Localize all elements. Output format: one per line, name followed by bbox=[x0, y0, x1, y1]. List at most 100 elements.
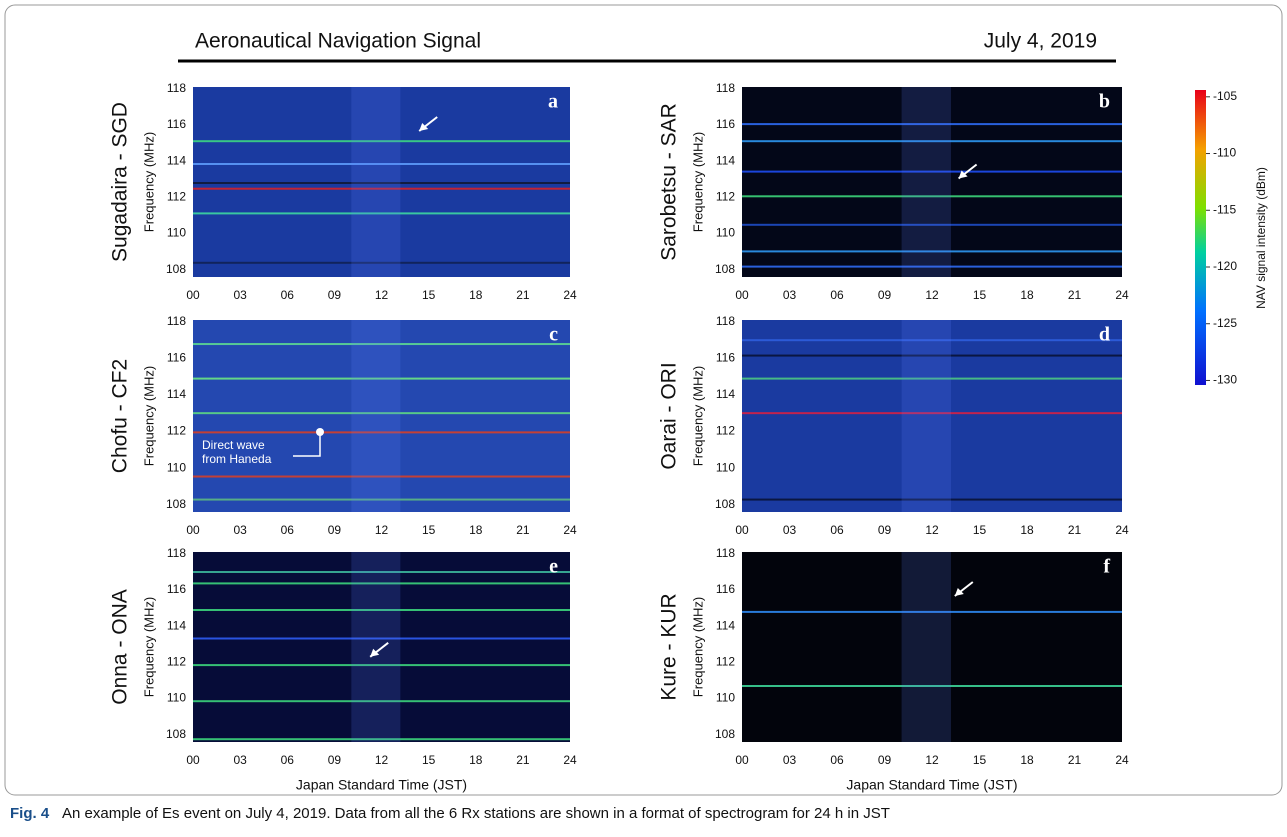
spectrogram-line bbox=[742, 377, 1122, 380]
x-tick-label: 15 bbox=[973, 288, 987, 302]
event-band bbox=[901, 320, 951, 512]
spectrogram-line bbox=[193, 498, 570, 501]
y-tick-label: 110 bbox=[716, 226, 735, 240]
frame bbox=[4, 4, 1283, 796]
annotation-leader bbox=[293, 432, 321, 457]
y-axis-label: Frequency (MHz) bbox=[141, 132, 156, 232]
y-tick-label: 116 bbox=[167, 117, 186, 131]
x-tick-label: 12 bbox=[375, 288, 389, 302]
spectrogram-line bbox=[193, 261, 570, 264]
y-tick-label: 118 bbox=[716, 81, 735, 95]
x-tick-label: 21 bbox=[1068, 753, 1082, 767]
station-label: Kure - KUR bbox=[658, 593, 681, 700]
spectrogram-line bbox=[742, 498, 1122, 501]
y-tick-label: 108 bbox=[166, 497, 186, 511]
x-tick-label: 03 bbox=[783, 288, 797, 302]
annotation: from Haneda bbox=[202, 452, 272, 466]
arrow-head bbox=[954, 588, 964, 596]
x-tick-label: 15 bbox=[422, 753, 436, 767]
spectrogram-line bbox=[742, 223, 1122, 226]
y-axis-label: Frequency (MHz) bbox=[690, 597, 705, 697]
x-tick-label: 18 bbox=[1020, 523, 1034, 537]
x-tick-label: 00 bbox=[735, 288, 749, 302]
x-tick-label: 18 bbox=[1020, 288, 1034, 302]
x-tick-label: 00 bbox=[735, 753, 749, 767]
x-tick-label: 06 bbox=[281, 523, 295, 537]
spectrogram-line bbox=[193, 738, 570, 741]
x-tick-label: 12 bbox=[925, 523, 939, 537]
x-tick-label: 03 bbox=[233, 753, 247, 767]
x-tick-label: 12 bbox=[925, 288, 939, 302]
station-label: Onna - ONA bbox=[109, 589, 132, 705]
colorbar-tick-label: -110 bbox=[1213, 146, 1236, 160]
x-tick-label: 18 bbox=[469, 288, 483, 302]
x-tick-label: 09 bbox=[878, 523, 892, 537]
y-tick-label: 112 bbox=[716, 190, 735, 204]
colorbar-tick-label: -130 bbox=[1213, 373, 1237, 387]
spectrogram-line bbox=[742, 412, 1122, 415]
event-band bbox=[351, 320, 401, 512]
spectrogram-line bbox=[193, 377, 570, 380]
event-band bbox=[901, 87, 951, 277]
y-tick-label: 118 bbox=[167, 314, 186, 328]
panel-letter: f bbox=[1103, 556, 1110, 578]
y-tick-label: 110 bbox=[716, 460, 735, 474]
x-tick-label: 24 bbox=[563, 523, 577, 537]
y-tick-label: 108 bbox=[715, 262, 735, 276]
y-tick-label: 118 bbox=[716, 546, 735, 560]
y-tick-label: 114 bbox=[716, 618, 735, 632]
panel-letter: d bbox=[1099, 324, 1110, 346]
x-tick-label: 09 bbox=[328, 753, 342, 767]
colorbar-tick-label: -125 bbox=[1213, 316, 1237, 330]
spectrogram-line bbox=[742, 610, 1122, 613]
y-tick-label: 108 bbox=[166, 727, 186, 741]
arrow-head bbox=[419, 123, 429, 131]
spectrogram-line bbox=[193, 700, 570, 703]
station-label: Sugadaira - SGD bbox=[109, 102, 132, 262]
x-tick-label: 03 bbox=[783, 523, 797, 537]
spectrogram-line bbox=[193, 212, 570, 215]
y-tick-label: 118 bbox=[167, 81, 186, 95]
x-tick-label: 09 bbox=[878, 288, 892, 302]
y-tick-label: 110 bbox=[716, 691, 735, 705]
x-tick-label: 06 bbox=[830, 753, 844, 767]
y-tick-label: 112 bbox=[167, 190, 186, 204]
x-tick-label: 18 bbox=[469, 753, 483, 767]
x-tick-label: 24 bbox=[563, 288, 577, 302]
y-tick-label: 110 bbox=[167, 460, 186, 474]
spectrogram-line bbox=[193, 187, 570, 190]
spectrogram-line bbox=[742, 140, 1122, 143]
y-tick-label: 112 bbox=[167, 424, 186, 438]
y-tick-label: 116 bbox=[716, 117, 735, 131]
x-tick-label: 18 bbox=[1020, 753, 1034, 767]
colorbar-label: NAV signal intensity (dBm) bbox=[1254, 167, 1268, 309]
spectrogram-line bbox=[742, 123, 1122, 126]
x-axis-label: Japan Standard Time (JST) bbox=[846, 777, 1017, 793]
spectrogram-line bbox=[742, 339, 1122, 342]
y-tick-label: 114 bbox=[167, 153, 186, 167]
spectrogram-line bbox=[193, 664, 570, 667]
x-tick-label: 06 bbox=[830, 288, 844, 302]
spectrogram-line bbox=[742, 250, 1122, 253]
x-tick-label: 00 bbox=[186, 288, 200, 302]
figure-date: July 4, 2019 bbox=[984, 30, 1097, 53]
x-tick-label: 15 bbox=[422, 288, 436, 302]
colorbar bbox=[1195, 90, 1206, 385]
x-tick-label: 21 bbox=[516, 523, 530, 537]
spectrogram-line bbox=[193, 609, 570, 611]
x-tick-label: 21 bbox=[1068, 523, 1082, 537]
spectrogram-line bbox=[193, 475, 570, 478]
x-tick-label: 24 bbox=[563, 753, 577, 767]
x-tick-label: 15 bbox=[973, 753, 987, 767]
spectrogram-line bbox=[193, 571, 570, 573]
x-tick-label: 15 bbox=[973, 523, 987, 537]
panel-letter: b bbox=[1099, 91, 1110, 113]
spectrogram-line bbox=[193, 163, 570, 165]
x-tick-label: 21 bbox=[516, 753, 530, 767]
y-tick-label: 114 bbox=[716, 387, 735, 401]
y-tick-label: 112 bbox=[167, 655, 186, 669]
y-tick-label: 108 bbox=[166, 262, 186, 276]
colorbar-tick-label: -105 bbox=[1213, 89, 1237, 103]
arrow-head bbox=[370, 648, 380, 657]
